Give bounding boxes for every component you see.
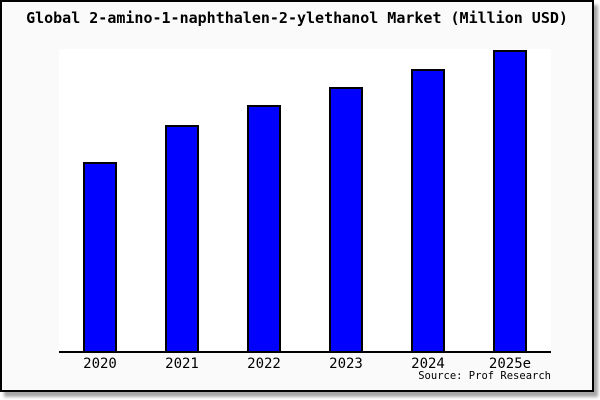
bar-slot-2023	[305, 49, 387, 351]
plot-area	[59, 49, 551, 353]
x-axis-labels: 2020 2021 2022 2023 2024 2025e	[59, 356, 551, 372]
x-tick-label-2024: 2024	[411, 356, 445, 372]
source-note: Source: Prof Research	[418, 370, 551, 382]
x-tick-label-2020: 2020	[83, 356, 117, 372]
bar-2021	[165, 125, 199, 351]
bar-slot-2025e	[469, 49, 551, 351]
bar-2024	[411, 68, 445, 351]
x-tick-label-2023: 2023	[329, 356, 363, 372]
chart-card: Global 2-amino-1-naphthalen-2-ylethanol …	[0, 0, 594, 392]
bar-2025e	[493, 49, 527, 351]
bar-2022	[247, 104, 281, 351]
chart-title: Global 2-amino-1-naphthalen-2-ylethanol …	[26, 9, 568, 27]
bar-slot-2024	[387, 49, 469, 351]
x-tick-label-2022: 2022	[247, 356, 281, 372]
bar-slot-2021	[141, 49, 223, 351]
x-tick-label-2025e: 2025e	[488, 356, 532, 372]
bar-slot-2022	[223, 49, 305, 351]
bar-2023	[329, 87, 363, 351]
bar-slot-2020	[59, 49, 141, 351]
x-tick-label-2021: 2021	[165, 356, 199, 372]
bar-2020	[83, 161, 117, 351]
